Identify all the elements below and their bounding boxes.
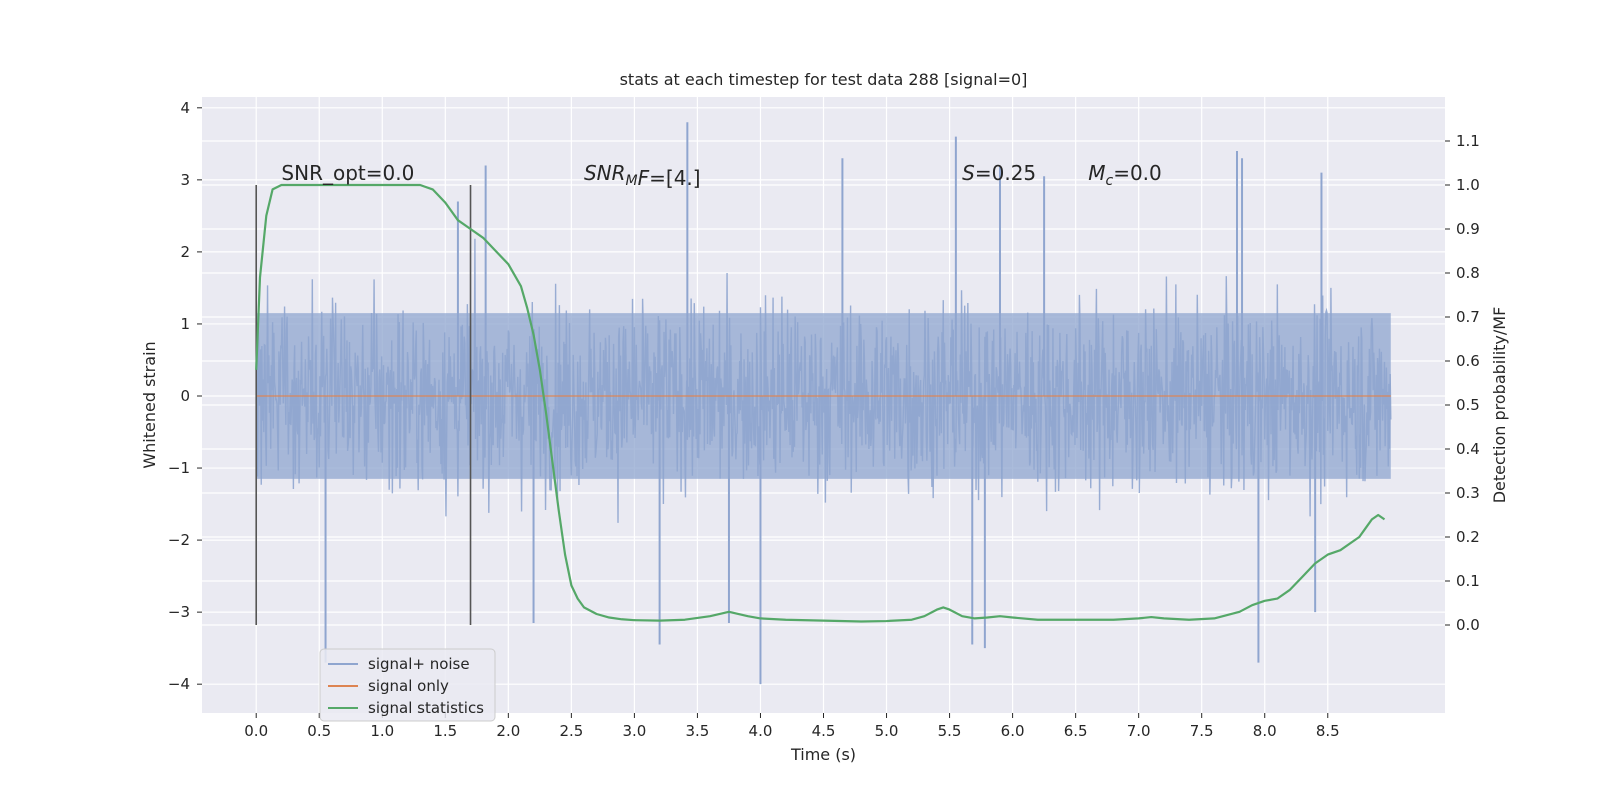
annotation-0: SNR_opt=0.0: [281, 161, 414, 185]
right-y-tick-label: 1.0: [1456, 176, 1480, 194]
left-y-tick-label: 1: [180, 315, 190, 333]
annotation-2: S=0.25: [962, 161, 1036, 185]
left-y-axis-label: Whitened strain: [140, 341, 159, 468]
x-tick-label: 2.5: [559, 722, 583, 740]
legend: signal+ noise signal only signal statistic…: [319, 648, 496, 722]
chart-title: stats at each timestep for test data 288…: [620, 70, 1028, 89]
x-tick-label: 0.5: [307, 722, 331, 740]
right-y-tick-label: 0.6: [1456, 352, 1480, 370]
x-tick-label: 7.0: [1127, 722, 1151, 740]
signal-statistics-series: [255, 183, 1386, 623]
legend-label: signal statistics: [368, 699, 484, 717]
left-y-tick-label: 2: [180, 243, 190, 261]
x-tick-label: 5.0: [875, 722, 899, 740]
left-y-tick-label: −3: [168, 603, 190, 621]
x-tick-label: 6.0: [1001, 722, 1025, 740]
left-y-axis-ticks: 4 3 2 1 0 −1 −2 −3 −4: [168, 99, 202, 693]
x-tick-label: 8.0: [1253, 722, 1277, 740]
right-y-tick-label: 0.7: [1456, 308, 1480, 326]
x-tick-label: 8.5: [1316, 722, 1340, 740]
annotation-1: SNRMF=[4.]: [584, 161, 701, 190]
x-tick-label: 2.0: [496, 722, 520, 740]
right-y-axis-ticks: 1.1 1.0 0.9 0.8 0.7 0.6 0.5 0.4 0.3 0.2 0.1 0.0: [1445, 132, 1480, 634]
right-y-axis-label: Detection probability/MF: [1490, 307, 1509, 504]
x-tick-label: 6.5: [1064, 722, 1088, 740]
right-y-tick-label: 0.4: [1456, 440, 1480, 458]
legend-label: signal only: [368, 677, 449, 695]
legend-label: signal+ noise: [368, 655, 470, 673]
right-y-tick-label: 0.5: [1456, 396, 1480, 414]
right-y-tick-label: 0.3: [1456, 484, 1480, 502]
x-tick-label: 1.0: [370, 722, 394, 740]
right-y-tick-label: 0.1: [1456, 572, 1480, 590]
annotation-3: Mc=0.0: [1088, 161, 1162, 189]
x-tick-label: 5.5: [938, 722, 962, 740]
left-y-tick-label: −2: [168, 531, 190, 549]
left-y-tick-label: −4: [168, 675, 190, 693]
x-tick-label: 7.5: [1190, 722, 1214, 740]
signal-statistics-line: [255, 183, 1386, 623]
left-y-tick-label: 4: [180, 99, 190, 117]
left-y-tick-label: 0: [180, 387, 190, 405]
right-y-tick-label: 0.0: [1456, 616, 1480, 634]
x-tick-label: 1.5: [433, 722, 457, 740]
right-y-tick-label: 0.8: [1456, 264, 1480, 282]
legend-box: [319, 648, 496, 722]
x-tick-label: 4.0: [749, 722, 773, 740]
left-y-tick-label: −1: [168, 459, 190, 477]
x-tick-label: 0.0: [244, 722, 268, 740]
right-y-tick-label: 1.1: [1456, 132, 1480, 150]
annotations: SNR_opt=0.0 SNRMF=[4.] S=0.25 Mc=0.0: [281, 161, 1161, 190]
right-y-tick-label: 0.9: [1456, 220, 1480, 238]
x-axis-label: Time (s): [790, 745, 856, 764]
right-y-tick-label: 0.2: [1456, 528, 1480, 546]
x-tick-label: 3.5: [686, 722, 710, 740]
x-axis-ticks: 0.0 0.5 1.0 1.5 2.0 2.5 3.0 3.5 4.0 4.5 5.0 5.5 6.0 6…: [244, 713, 1340, 740]
left-y-tick-label: 3: [180, 171, 190, 189]
x-tick-label: 3.0: [622, 722, 646, 740]
x-tick-label: 4.5: [812, 722, 836, 740]
vertical-markers: [255, 185, 472, 625]
